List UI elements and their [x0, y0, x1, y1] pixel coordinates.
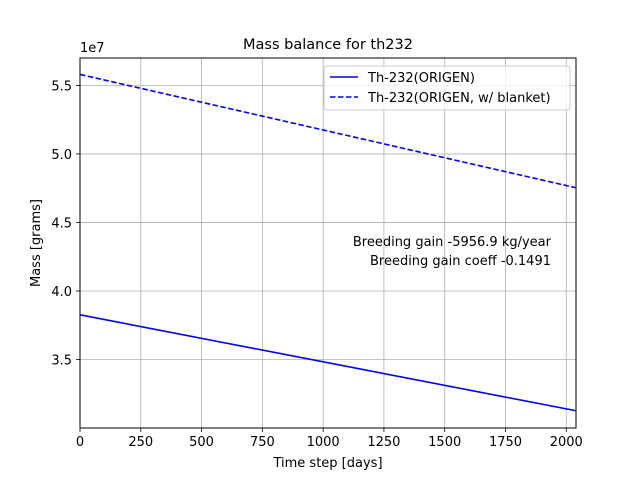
y-tick-label: 5.5 [51, 79, 72, 94]
y-axis-label: Mass [grams] [29, 199, 44, 287]
chart-title: Mass balance for th232 [243, 37, 413, 53]
series-line-2 [79, 73, 577, 189]
legend-label-series-1: Th-232(ORIGEN) [367, 71, 475, 86]
x-tick-label: 1500 [428, 435, 461, 450]
legend-box [323, 65, 571, 111]
annotation-breeding-gain-coeff: Breeding gain coeff -0.1491 [370, 254, 551, 269]
annotation: Breeding gain -5956.9 kg/year Breeding g… [353, 235, 552, 269]
x-axis-label: Time step [days] [272, 456, 382, 471]
y-tick-label: 5.0 [51, 148, 72, 163]
y-tick-label: 4.5 [51, 216, 72, 231]
y-axis: 3.5 4.0 4.5 5.0 5.5 [51, 79, 80, 368]
y-tick-label: 3.5 [51, 353, 72, 368]
series-line-1 [79, 314, 577, 412]
x-tick-label: 1750 [489, 435, 522, 450]
plot-frame [79, 57, 577, 429]
x-tick-label: 0 [76, 435, 84, 450]
y-tick-label: 4.0 [51, 285, 72, 300]
x-tick-label: 2000 [550, 435, 583, 450]
x-tick-label: 1250 [367, 435, 400, 450]
x-axis: 0 250 500 750 1000 1250 1500 1750 2000 [76, 428, 583, 450]
x-tick-label: 250 [128, 435, 153, 450]
x-tick-label: 1000 [307, 435, 340, 450]
x-tick-label: 500 [189, 435, 214, 450]
x-tick-label: 750 [250, 435, 275, 450]
y-scale-label: 1e7 [80, 41, 105, 56]
legend: Th-232(ORIGEN) Th-232(ORIGEN, w/ blanket… [323, 65, 571, 111]
series-layer [79, 73, 577, 412]
annotation-breeding-gain: Breeding gain -5956.9 kg/year [353, 235, 552, 250]
legend-label-series-2: Th-232(ORIGEN, w/ blanket) [367, 91, 551, 106]
